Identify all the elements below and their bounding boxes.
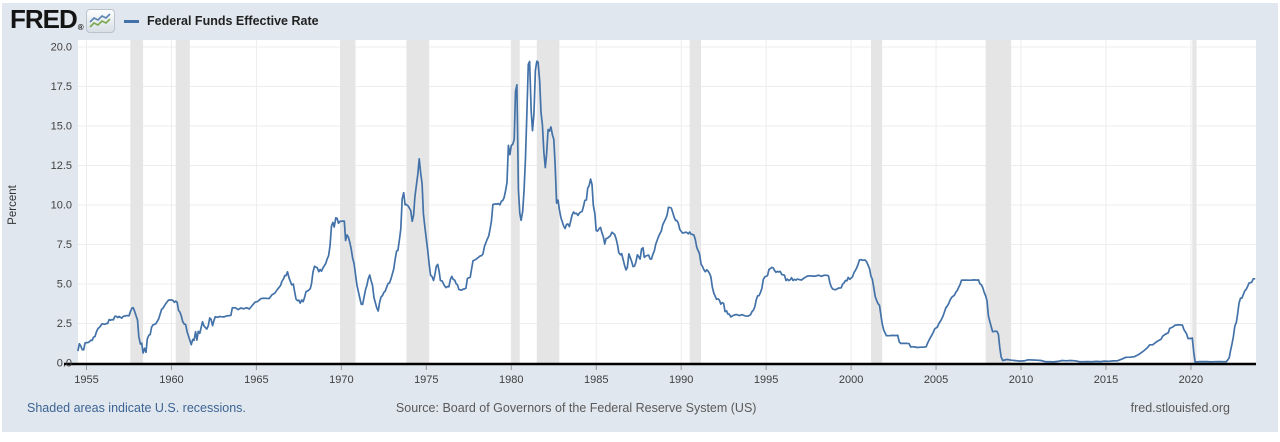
svg-text:17.5: 17.5 <box>51 81 72 93</box>
svg-text:2005: 2005 <box>924 374 948 386</box>
site-text: fred.stlouisfed.org <box>1130 401 1230 415</box>
svg-text:1985: 1985 <box>584 374 608 386</box>
svg-text:1970: 1970 <box>329 374 353 386</box>
svg-text:1975: 1975 <box>414 374 438 386</box>
recession-band <box>1192 40 1197 363</box>
svg-text:5.0: 5.0 <box>57 279 72 291</box>
svg-text:0.0: 0.0 <box>57 358 72 370</box>
recession-note-link[interactable]: Shaded areas indicate U.S. recessions. <box>27 401 246 415</box>
svg-text:2000: 2000 <box>839 374 863 386</box>
svg-text:15.0: 15.0 <box>51 121 72 133</box>
svg-text:2.5: 2.5 <box>57 318 72 330</box>
y-axis-labels: 0.0 2.5 5.0 7.5 10.0 12.5 15.0 17.5 20.0 <box>51 42 72 370</box>
source-text: Source: Board of Governors of the Federa… <box>395 401 757 415</box>
svg-text:1990: 1990 <box>669 374 693 386</box>
svg-text:1980: 1980 <box>499 374 523 386</box>
svg-text:1965: 1965 <box>244 374 268 386</box>
chart-canvas[interactable]: 1955 1960 1965 1970 1975 1980 1985 1990 1995 2000… <box>2 36 1278 398</box>
chart-legend: Federal Funds Effective Rate <box>124 14 319 28</box>
plot-background <box>78 40 1256 363</box>
legend-line-swatch <box>124 19 139 23</box>
svg-text:10.0: 10.0 <box>51 200 72 212</box>
recession-band <box>175 40 190 363</box>
svg-text:1960: 1960 <box>159 374 183 386</box>
fred-logo-text: FRED <box>10 4 78 34</box>
y-axis-title: Percent <box>7 184 19 224</box>
svg-text:7.5: 7.5 <box>57 239 72 251</box>
recession-band <box>985 40 1012 363</box>
recession-band <box>689 40 702 363</box>
recession-band <box>870 40 883 363</box>
series-line <box>77 60 1256 364</box>
x-axis-labels: 1955 1960 1965 1970 1975 1980 1985 1990 1995 2000… <box>74 365 1203 386</box>
recession-band <box>406 40 430 363</box>
fred-graph-panel: FRED® Federal Funds Effective Rate 1955 1… <box>2 3 1278 432</box>
graph-footer: Shaded areas indicate U.S. recessions. S… <box>2 401 1278 421</box>
recession-band <box>340 40 356 363</box>
fred-logo: FRED® <box>10 4 84 35</box>
fred-sparkline-icon <box>86 9 115 33</box>
svg-text:1995: 1995 <box>754 374 778 386</box>
svg-text:2010: 2010 <box>1009 374 1033 386</box>
svg-text:20.0: 20.0 <box>51 42 72 54</box>
svg-text:2015: 2015 <box>1094 374 1118 386</box>
recession-band <box>130 40 144 363</box>
svg-text:2020: 2020 <box>1179 374 1203 386</box>
svg-text:12.5: 12.5 <box>51 160 72 172</box>
registered-mark: ® <box>77 23 84 32</box>
svg-text:1955: 1955 <box>74 374 98 386</box>
recession-band <box>511 40 520 363</box>
legend-series-label: Federal Funds Effective Rate <box>147 14 319 28</box>
